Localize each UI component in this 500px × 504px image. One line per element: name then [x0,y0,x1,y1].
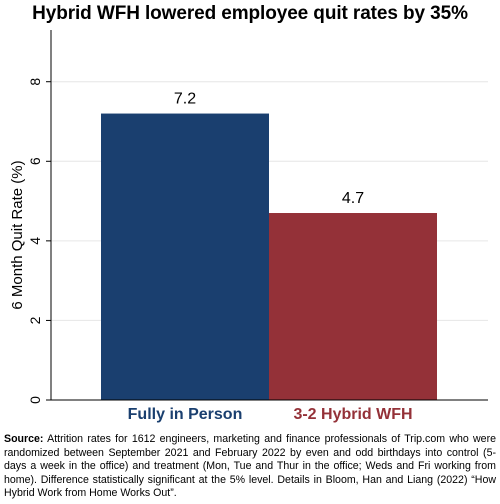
y-tick-label: 2 [27,316,43,324]
y-axis-title: 6 Month Quit Rate (%) [9,160,26,309]
axes [46,30,488,401]
bar-1 [101,113,269,400]
bars [101,113,437,400]
bar-chart: 0 2 4 6 8 7.2 Fully in Person 4.7 3-2 Hybrid WFH… [9,30,488,423]
x-category-label: Fully in Person [128,406,243,423]
chart-title: Hybrid WFH lowered employee quit rates b… [32,3,468,24]
y-tick-label: 8 [27,78,43,86]
y-tick-label: 4 [27,237,43,245]
source-label: Source: [4,433,44,445]
y-tick-label: 0 [27,396,43,404]
data-label: 4.7 [342,190,364,207]
labels: 0 2 4 6 8 7.2 Fully in Person 4.7 3-2 Hybrid WFH… [9,78,413,423]
source-note: Source: Attrition rates for 1612 enginee… [4,433,496,501]
y-tick-label: 6 [27,157,43,165]
x-category-label: 3-2 Hybrid WFH [293,406,412,423]
source-text: Attrition rates for 1612 engineers, mark… [4,433,496,500]
data-label: 7.2 [174,91,196,108]
bar-2 [269,213,437,400]
